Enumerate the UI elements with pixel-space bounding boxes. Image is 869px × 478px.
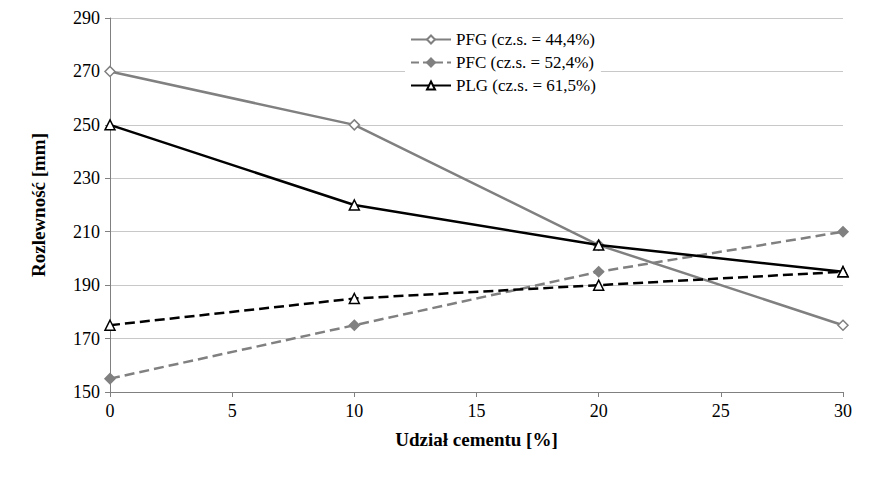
svg-text:290: 290 <box>73 8 100 28</box>
svg-text:25: 25 <box>712 401 730 421</box>
svg-text:10: 10 <box>345 401 363 421</box>
svg-text:270: 270 <box>73 61 100 81</box>
svg-text:0: 0 <box>106 401 115 421</box>
svg-text:Udział cementu [%]: Udział cementu [%] <box>395 429 558 450</box>
svg-text:15: 15 <box>468 401 486 421</box>
svg-text:170: 170 <box>73 329 100 349</box>
svg-text:190: 190 <box>73 275 100 295</box>
svg-text:5: 5 <box>228 401 237 421</box>
svg-text:Rozlewność [mm]: Rozlewność [mm] <box>28 133 49 277</box>
svg-text:30: 30 <box>834 401 852 421</box>
svg-text:150: 150 <box>73 382 100 402</box>
svg-text:210: 210 <box>73 222 100 242</box>
svg-text:230: 230 <box>73 168 100 188</box>
svg-text:250: 250 <box>73 115 100 135</box>
svg-text:PLG (cz.s. = 61,5%): PLG (cz.s. = 61,5%) <box>456 76 596 95</box>
svg-text:PFG (cz.s. = 44,4%): PFG (cz.s. = 44,4%) <box>456 30 595 49</box>
svg-text:PFC (cz.s. = 52,4%): PFC (cz.s. = 52,4%) <box>456 53 594 72</box>
svg-text:20: 20 <box>590 401 608 421</box>
